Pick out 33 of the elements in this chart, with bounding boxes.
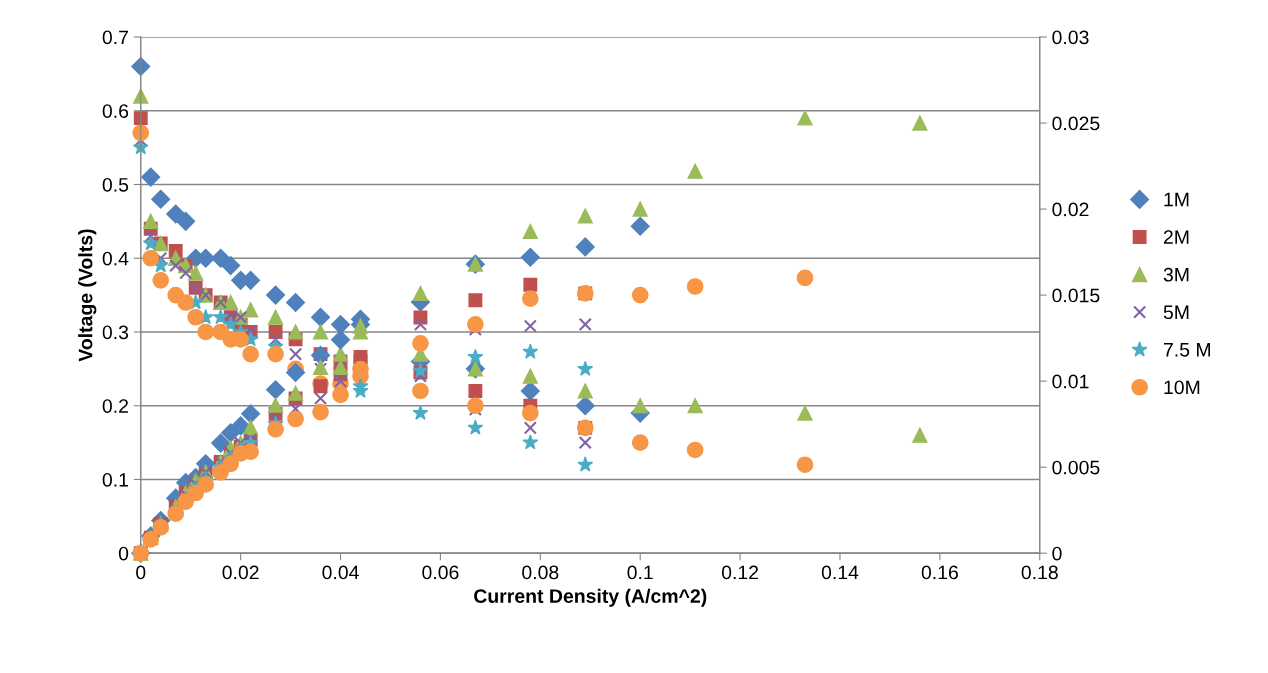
x-tick-label: 0.02	[222, 565, 259, 580]
legend-label: 3M	[1163, 267, 1189, 282]
x-tick-label: 0.14	[821, 565, 859, 580]
y-tick-label: 0.2	[102, 399, 128, 413]
y-tick-label: 0.5	[102, 177, 129, 192]
x-axis-title: Current Density (A/cm^2)	[474, 588, 707, 607]
y2-tick-label: 0	[1052, 546, 1062, 561]
y-tick-label: 0.3	[102, 325, 129, 340]
x-tick-label: 0.16	[921, 565, 958, 580]
x-tick-label: 0.12	[721, 565, 759, 580]
x-tick-label: 0.08	[522, 565, 559, 580]
x-tick-label: 0.1	[627, 565, 653, 580]
y-tick-label: 0.1	[102, 472, 128, 487]
legend-label: 10M	[1164, 380, 1200, 395]
y2-tick-label: 0.015	[1052, 288, 1100, 303]
y-tick-label: 0.6	[102, 104, 129, 118]
x-tick-label: 0	[136, 565, 146, 580]
legend-label: 5M	[1163, 305, 1189, 320]
y-tick-label: 0.7	[102, 30, 128, 45]
y2-tick-label: 0.01	[1052, 374, 1089, 389]
y-tick-label: 0	[118, 546, 129, 561]
legend-label: 2M	[1163, 230, 1189, 244]
x-tick-label: 0.18	[1021, 565, 1058, 580]
y2-tick-label: 0.03	[1052, 30, 1089, 45]
y2-tick-label: 0.025	[1052, 116, 1100, 131]
x-tick-label: 0.04	[322, 565, 359, 580]
y2-tick-label: 0.005	[1052, 460, 1100, 475]
y2-tick-label: 0.02	[1052, 202, 1089, 217]
legend-label: 1M	[1164, 192, 1189, 207]
x-tick-label: 0.06	[422, 565, 459, 580]
y-axis-title: Voltage (Volts)	[78, 229, 97, 362]
y-tick-label: 0.4	[102, 251, 129, 266]
legend-label: 7.5 M	[1163, 343, 1210, 357]
